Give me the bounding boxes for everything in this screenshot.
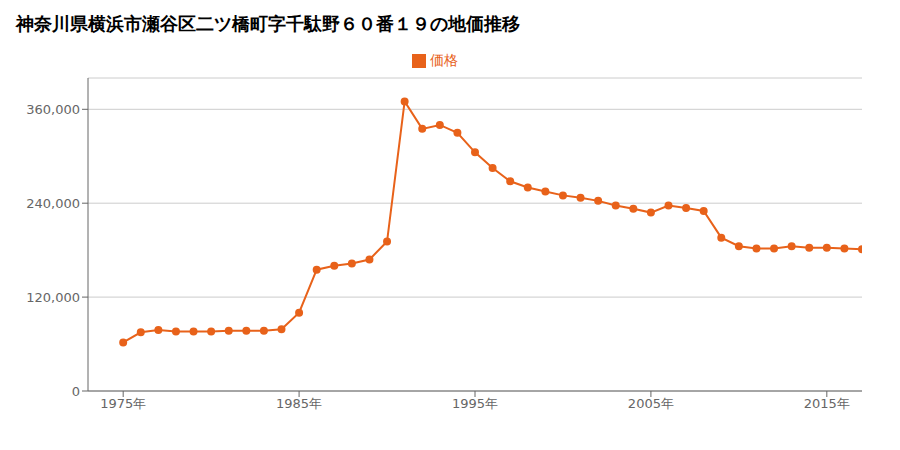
svg-text:120,000: 120,000 [26, 290, 80, 305]
svg-text:240,000: 240,000 [26, 196, 80, 211]
svg-text:1995年: 1995年 [452, 396, 498, 411]
svg-text:2015年: 2015年 [804, 396, 850, 411]
svg-text:2005年: 2005年 [628, 396, 674, 411]
svg-text:360,000: 360,000 [26, 102, 80, 117]
svg-text:0: 0 [72, 384, 80, 399]
html-text:価格: 価格 [430, 52, 458, 68]
html-text:神奈川県横浜市瀬谷区二ツ橋町字千駄野６０番１９の地価推移: 神奈川県横浜市瀬谷区二ツ橋町字千駄野６０番１９の地価推移 [16, 13, 520, 34]
svg-text:1975年: 1975年 [100, 396, 146, 411]
svg-text:1985年: 1985年 [276, 396, 322, 411]
